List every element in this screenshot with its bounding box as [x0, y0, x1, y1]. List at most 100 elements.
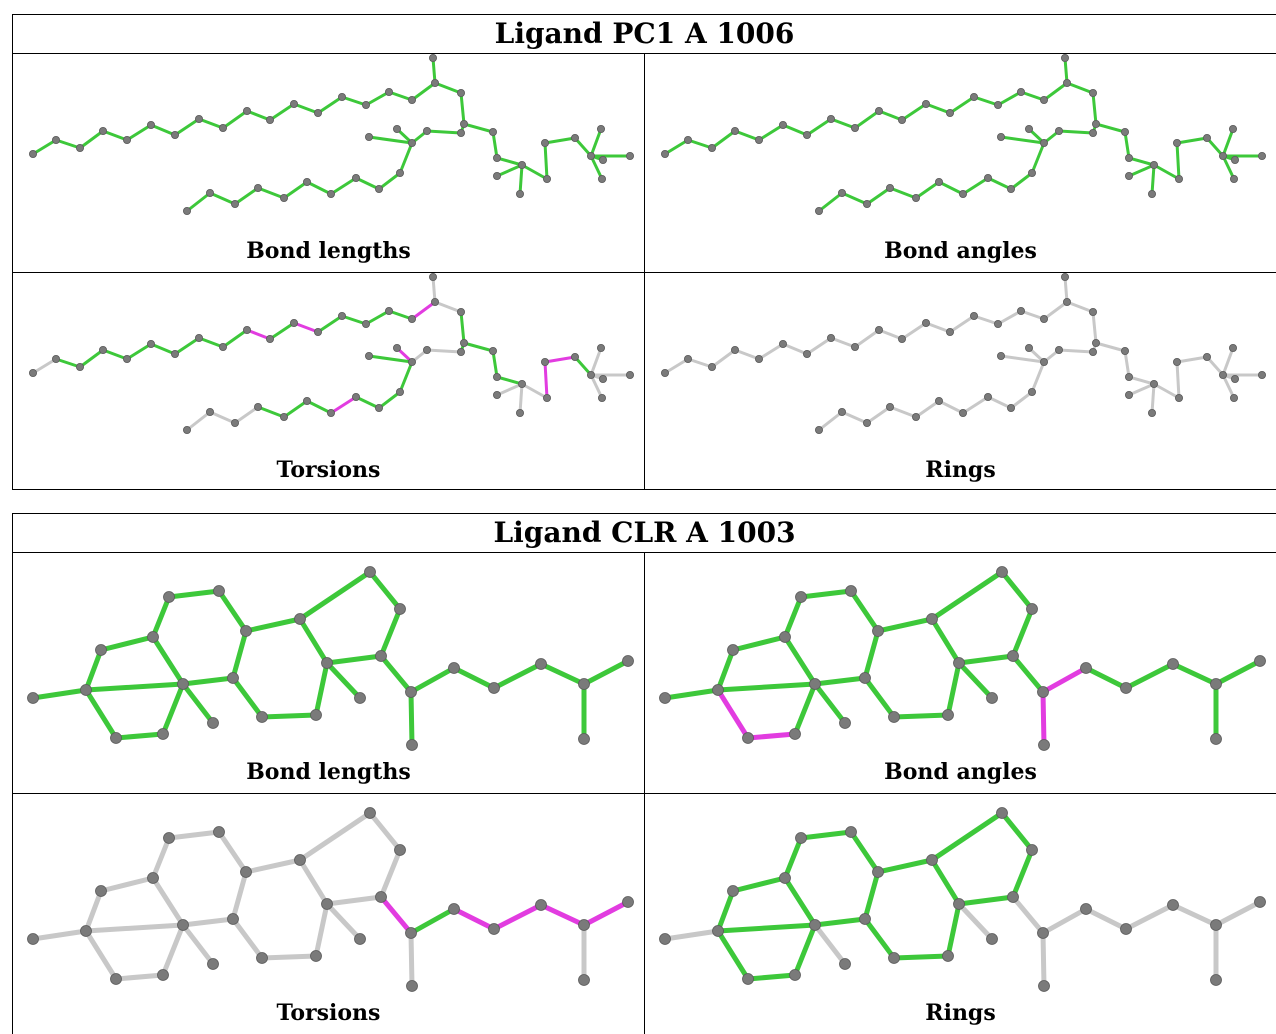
- atom: [983, 174, 992, 183]
- bond: [1123, 349, 1131, 379]
- atom: [1054, 346, 1063, 355]
- atom: [571, 353, 580, 362]
- bond: [538, 661, 587, 687]
- atom: [1230, 175, 1239, 184]
- atom: [727, 644, 739, 656]
- bond: [848, 829, 881, 875]
- atom: [859, 672, 871, 684]
- atom: [428, 54, 437, 62]
- atom: [1026, 844, 1038, 856]
- atom: [850, 124, 859, 133]
- atom: [742, 973, 754, 985]
- bond: [1040, 689, 1047, 748]
- bond: [1091, 91, 1098, 126]
- bond: [663, 138, 690, 156]
- atom: [253, 183, 262, 192]
- atom: [147, 872, 159, 884]
- atom: [888, 711, 900, 723]
- atom: [213, 585, 225, 597]
- bond: [891, 953, 951, 961]
- bond: [589, 346, 603, 377]
- bond: [715, 928, 751, 982]
- atom: [384, 307, 393, 316]
- atom: [1026, 603, 1038, 615]
- atom: [448, 903, 460, 915]
- atom: [146, 340, 155, 349]
- atom: [578, 678, 590, 690]
- molecule-diagram: [660, 54, 1267, 215]
- atom: [95, 644, 107, 656]
- atom: [517, 380, 526, 389]
- atom: [1016, 307, 1025, 316]
- atom: [1007, 650, 1019, 662]
- atom: [802, 350, 811, 359]
- atom: [313, 328, 322, 337]
- bond: [54, 357, 82, 369]
- bond: [324, 653, 384, 666]
- atom: [779, 872, 791, 884]
- bond: [996, 309, 1023, 326]
- atom: [488, 923, 500, 935]
- atom: [1173, 139, 1182, 148]
- atom: [911, 412, 920, 421]
- bond: [1152, 163, 1181, 181]
- panel-bond-angles: Bond angles: [645, 54, 1276, 272]
- atom: [958, 408, 967, 417]
- atom: [1175, 394, 1184, 403]
- bond: [853, 328, 881, 349]
- atom: [1039, 358, 1048, 367]
- bond: [1030, 360, 1046, 394]
- atom: [888, 952, 900, 964]
- bond: [1213, 658, 1263, 687]
- bond: [1127, 163, 1156, 178]
- atom: [945, 328, 954, 337]
- atom: [110, 973, 122, 985]
- atom: [95, 885, 107, 897]
- bond: [1057, 129, 1095, 135]
- panel-caption: Rings: [925, 457, 996, 483]
- atom: [182, 425, 191, 434]
- atom: [375, 891, 387, 903]
- panel-caption: Torsions: [276, 457, 381, 483]
- bond: [367, 354, 414, 364]
- atom: [778, 340, 787, 349]
- atom: [969, 93, 978, 102]
- bond: [495, 156, 524, 167]
- bond: [900, 102, 928, 122]
- atom: [395, 169, 404, 178]
- bond: [999, 810, 1035, 853]
- bond: [180, 675, 236, 687]
- bond: [1091, 310, 1098, 345]
- bond: [459, 91, 466, 126]
- atom: [456, 308, 465, 317]
- atom: [1060, 54, 1069, 62]
- atom: [874, 107, 883, 116]
- bond: [875, 616, 935, 634]
- bond: [715, 687, 751, 741]
- molecule-diagram: [27, 807, 634, 992]
- atom: [578, 733, 590, 745]
- atom: [364, 566, 376, 578]
- bond: [1213, 899, 1263, 928]
- bond: [433, 300, 463, 314]
- atom: [230, 418, 239, 427]
- atom: [814, 206, 823, 215]
- atom: [684, 355, 693, 364]
- bond: [924, 321, 952, 334]
- bond: [996, 90, 1023, 107]
- atom: [1016, 88, 1025, 97]
- bond: [451, 665, 497, 691]
- atom: [80, 684, 92, 696]
- bond: [924, 102, 952, 115]
- bond: [208, 410, 237, 425]
- bond: [230, 869, 249, 922]
- atom: [862, 199, 871, 208]
- bond: [173, 117, 201, 137]
- atom: [392, 125, 401, 134]
- atom: [1120, 923, 1132, 935]
- bond: [520, 382, 549, 400]
- panel-torsions: Torsions: [13, 794, 645, 1034]
- bond: [877, 328, 904, 341]
- atom: [459, 339, 468, 348]
- atom: [1091, 120, 1100, 129]
